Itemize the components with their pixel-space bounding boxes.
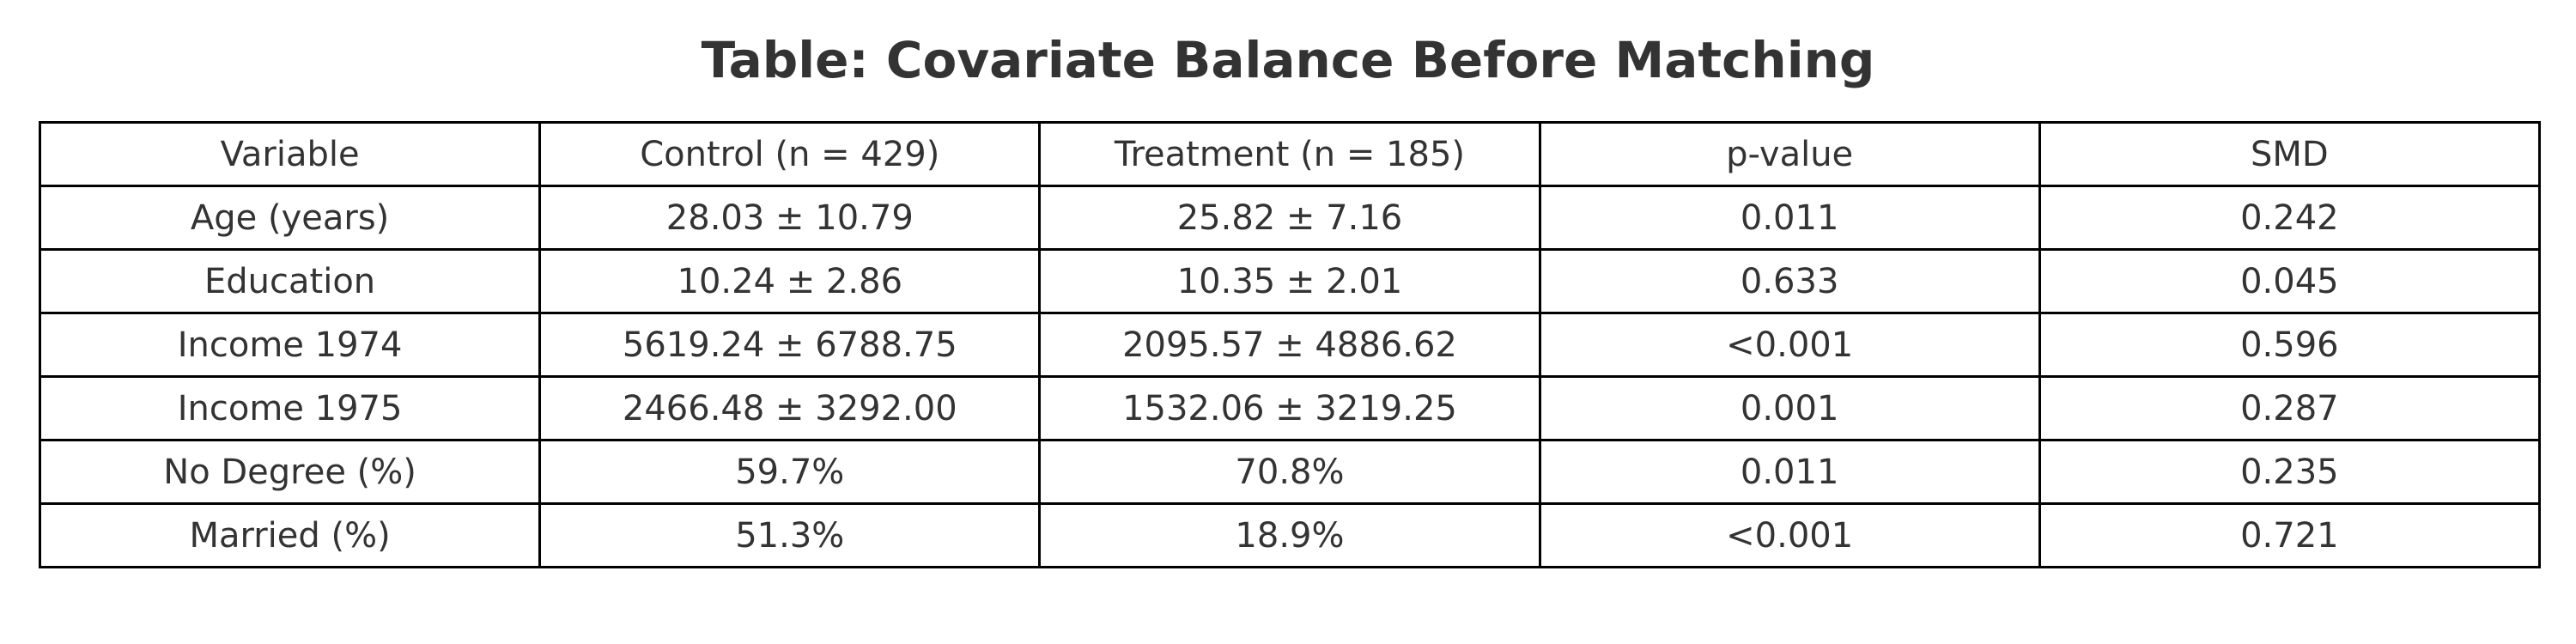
cell-treatment: 18.9%	[1038, 502, 1541, 568]
cell-control: 2466.48 ± 3292.00	[538, 375, 1042, 441]
header-variable: Variable	[38, 121, 542, 187]
header-smd: SMD	[2038, 121, 2542, 187]
cell-control: 5619.24 ± 6788.75	[538, 312, 1042, 378]
cell-smd: 0.721	[2038, 502, 2542, 568]
cell-treatment: 10.35 ± 2.01	[1038, 248, 1541, 314]
cell-treatment: 2095.57 ± 4886.62	[1038, 312, 1541, 378]
cell-control: 51.3%	[538, 502, 1042, 568]
cell-variable: Married (%)	[38, 502, 542, 568]
table-header-row: Variable Control (n = 429) Treatment (n …	[38, 121, 2542, 187]
table-row: Income 1975 2466.48 ± 3292.00 1532.06 ± …	[38, 375, 2542, 441]
cell-p-value: 0.001	[1538, 375, 2041, 441]
cell-p-value: <0.001	[1538, 502, 2041, 568]
cell-variable: Income 1975	[38, 375, 542, 441]
cell-control: 28.03 ± 10.79	[538, 185, 1042, 251]
covariate-balance-table: Variable Control (n = 429) Treatment (n …	[38, 121, 2542, 568]
cell-smd: 0.596	[2038, 312, 2542, 378]
cell-smd: 0.045	[2038, 248, 2542, 314]
cell-variable: Income 1974	[38, 312, 542, 378]
table-row: Age (years) 28.03 ± 10.79 25.82 ± 7.16 0…	[38, 185, 2542, 251]
table-row: Married (%) 51.3% 18.9% <0.001 0.721	[38, 502, 2542, 568]
cell-p-value: 0.011	[1538, 185, 2041, 251]
cell-variable: No Degree (%)	[38, 439, 542, 505]
cell-smd: 0.235	[2038, 439, 2542, 505]
cell-smd: 0.287	[2038, 375, 2542, 441]
cell-treatment: 1532.06 ± 3219.25	[1038, 375, 1541, 441]
table-row: Education 10.24 ± 2.86 10.35 ± 2.01 0.63…	[38, 248, 2542, 314]
header-p-value: p-value	[1538, 121, 2041, 187]
cell-p-value: 0.633	[1538, 248, 2041, 314]
header-control: Control (n = 429)	[538, 121, 1042, 187]
cell-p-value: 0.011	[1538, 439, 2041, 505]
table-title: Table: Covariate Balance Before Matching	[701, 31, 1875, 89]
header-treatment: Treatment (n = 185)	[1038, 121, 1541, 187]
cell-treatment: 25.82 ± 7.16	[1038, 185, 1541, 251]
cell-control: 59.7%	[538, 439, 1042, 505]
table-row: No Degree (%) 59.7% 70.8% 0.011 0.235	[38, 439, 2542, 505]
cell-p-value: <0.001	[1538, 312, 2041, 378]
cell-smd: 0.242	[2038, 185, 2542, 251]
cell-control: 10.24 ± 2.86	[538, 248, 1042, 314]
cell-variable: Age (years)	[38, 185, 542, 251]
cell-treatment: 70.8%	[1038, 439, 1541, 505]
cell-variable: Education	[38, 248, 542, 314]
table-row: Income 1974 5619.24 ± 6788.75 2095.57 ± …	[38, 312, 2542, 378]
